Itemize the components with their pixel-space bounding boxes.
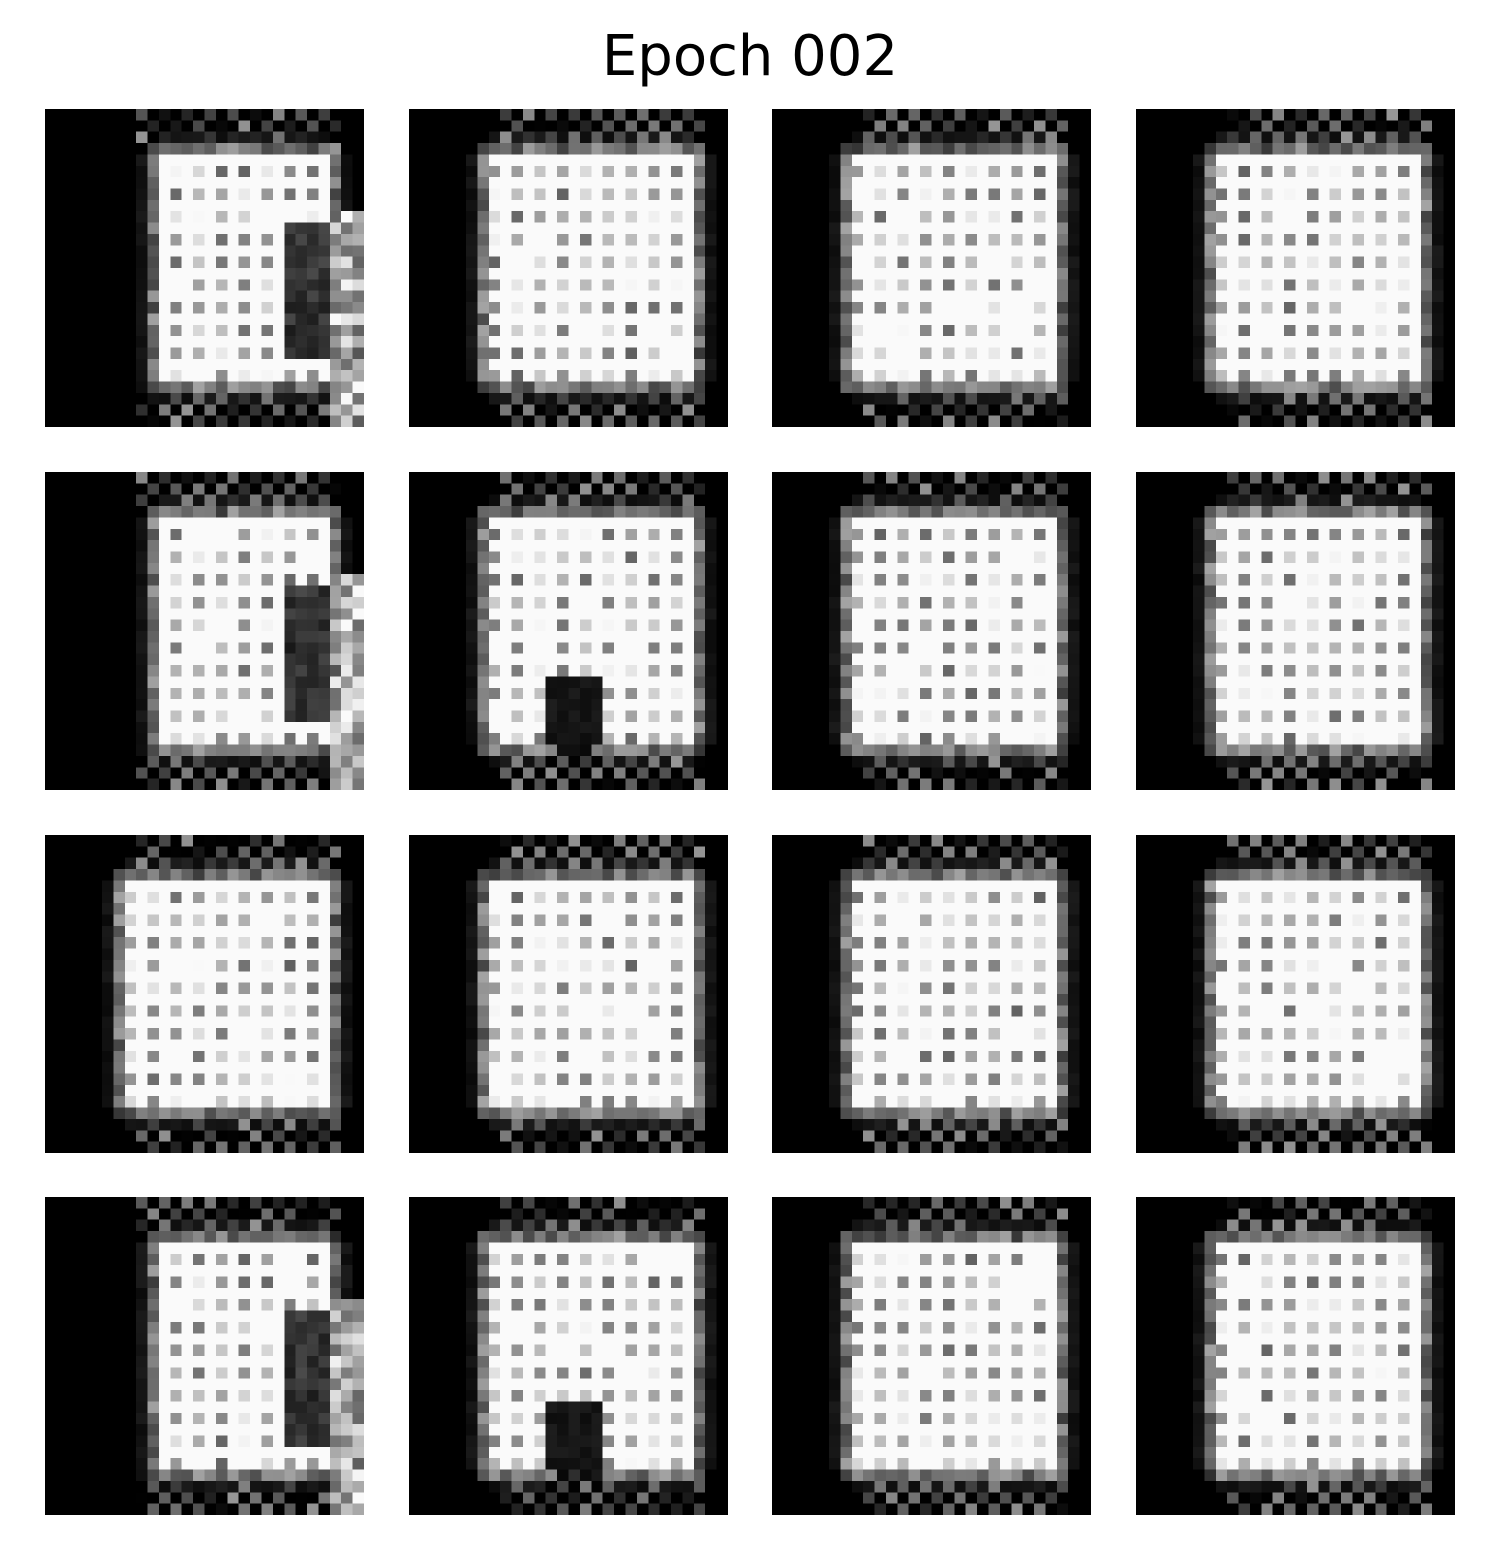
generated-sample-image [772,472,1091,790]
sample-pixels [772,109,1091,427]
sample-pixels [1136,109,1455,427]
generated-sample-image [1136,472,1455,790]
sample-pixels [409,835,728,1153]
sample-pixels [1136,835,1455,1153]
generated-sample-image [409,109,728,427]
sample-pixels [45,835,364,1153]
generated-sample-image [1136,1197,1455,1515]
sample-pixels [772,472,1091,790]
sample-pixels [45,109,364,427]
sample-pixels [772,1197,1091,1515]
generated-sample-image [772,109,1091,427]
generated-sample-image [1136,835,1455,1153]
figure-title: Epoch 002 [601,24,899,89]
sample-pixels [45,472,364,790]
generated-sample-image [45,1197,364,1515]
sample-pixels [772,835,1091,1153]
generated-sample-image [409,472,728,790]
generated-sample-image [45,472,364,790]
generated-sample-image [45,109,364,427]
sample-pixels [1136,1197,1455,1515]
generated-sample-image [409,835,728,1153]
sample-pixels [409,1197,728,1515]
sample-pixels [409,472,728,790]
generated-sample-image [772,1197,1091,1515]
generated-sample-image [409,1197,728,1515]
sample-pixels [1136,472,1455,790]
sample-pixels [409,109,728,427]
generated-sample-image [772,835,1091,1153]
generated-sample-image [45,835,364,1153]
sample-pixels [45,1197,364,1515]
generated-sample-image [1136,109,1455,427]
